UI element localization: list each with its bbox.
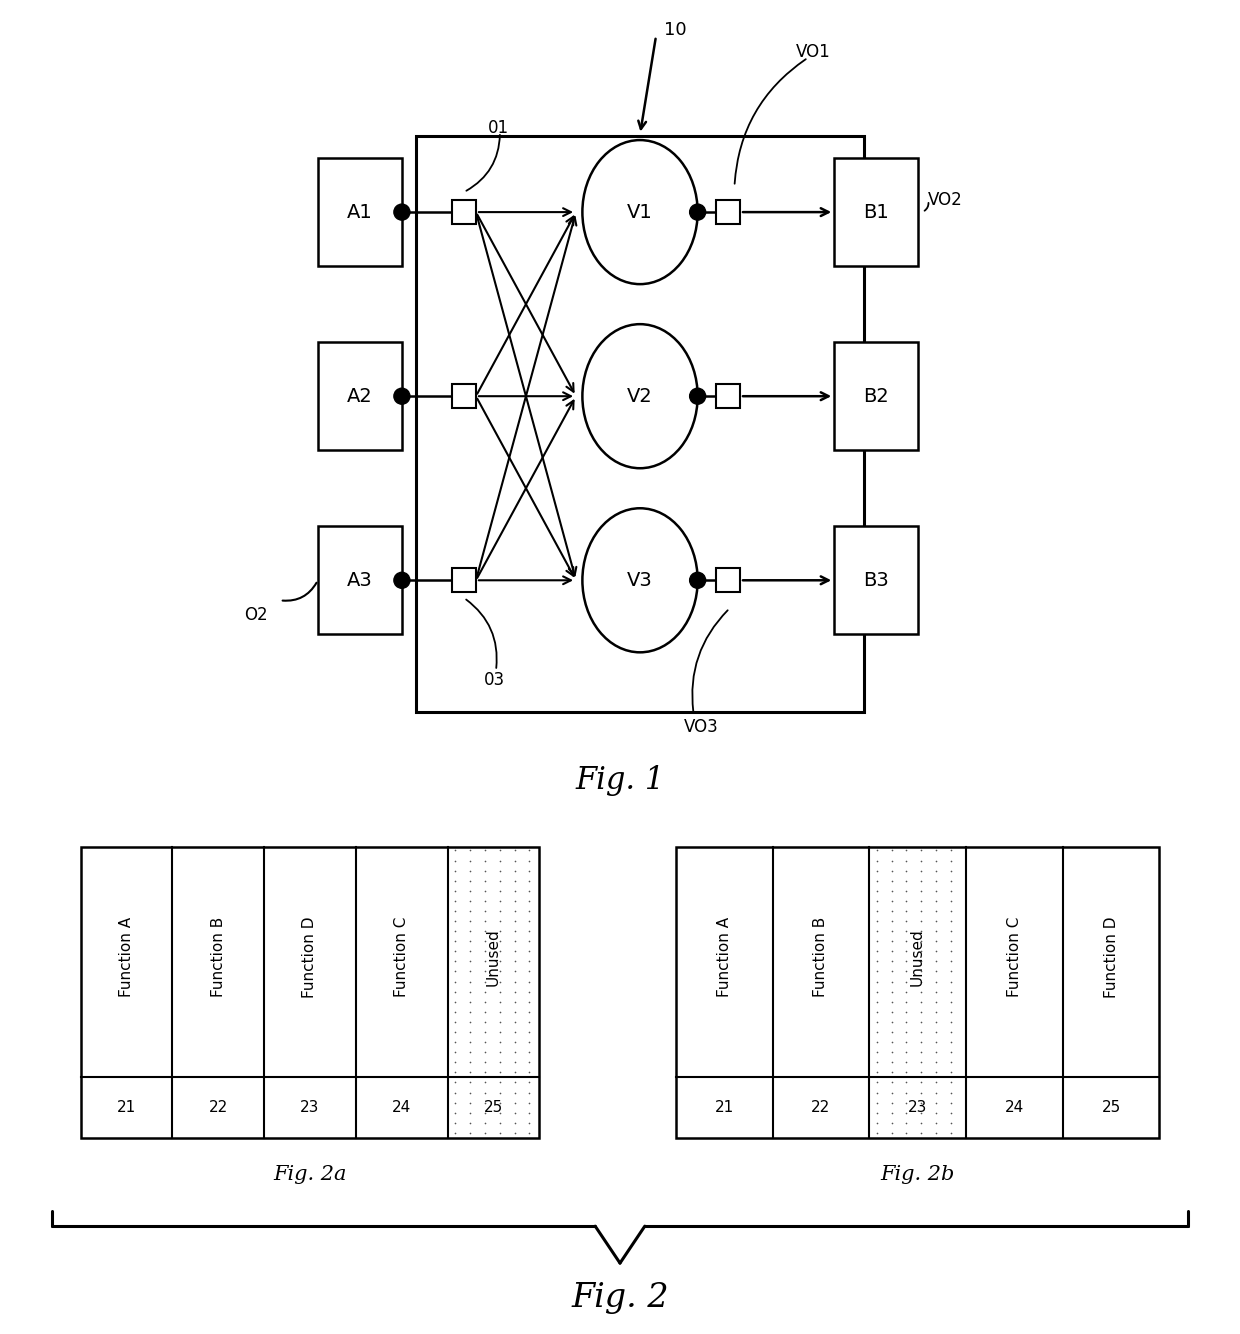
Text: 25: 25 — [1101, 1099, 1121, 1115]
Text: 03: 03 — [484, 671, 505, 690]
Text: VO3: VO3 — [684, 718, 719, 736]
Text: 23: 23 — [908, 1099, 928, 1115]
Text: A2: A2 — [347, 387, 373, 406]
FancyBboxPatch shape — [448, 847, 539, 1138]
Text: Function A: Function A — [119, 918, 134, 998]
Text: Fig. 2b: Fig. 2b — [880, 1165, 955, 1183]
Text: Function B: Function B — [813, 918, 828, 998]
FancyBboxPatch shape — [676, 847, 1159, 1138]
FancyBboxPatch shape — [715, 384, 740, 408]
Text: Unused: Unused — [486, 928, 501, 986]
Text: 10: 10 — [665, 21, 687, 40]
FancyBboxPatch shape — [715, 200, 740, 224]
FancyBboxPatch shape — [835, 526, 918, 635]
FancyBboxPatch shape — [451, 384, 476, 408]
Text: 25: 25 — [484, 1099, 503, 1115]
Text: VO1: VO1 — [796, 43, 831, 61]
Circle shape — [394, 204, 410, 220]
Text: 22: 22 — [208, 1099, 228, 1115]
Text: 22: 22 — [811, 1099, 831, 1115]
Text: Fig. 2a: Fig. 2a — [273, 1165, 347, 1183]
Text: Fig. 2: Fig. 2 — [572, 1282, 668, 1314]
FancyBboxPatch shape — [451, 200, 476, 224]
Ellipse shape — [583, 140, 698, 284]
Text: 23: 23 — [300, 1099, 320, 1115]
FancyBboxPatch shape — [317, 343, 402, 450]
FancyBboxPatch shape — [317, 157, 402, 267]
Text: 24: 24 — [392, 1099, 412, 1115]
Text: VO2: VO2 — [929, 191, 963, 209]
Text: Function A: Function A — [717, 918, 732, 998]
Circle shape — [394, 388, 410, 404]
FancyBboxPatch shape — [835, 157, 918, 267]
Text: Unused: Unused — [910, 928, 925, 986]
Text: B2: B2 — [863, 387, 889, 406]
Text: 01: 01 — [487, 119, 510, 137]
Text: Function D: Function D — [303, 916, 317, 998]
FancyBboxPatch shape — [835, 343, 918, 450]
Text: 21: 21 — [714, 1099, 734, 1115]
Text: O2: O2 — [244, 606, 268, 624]
Text: 24: 24 — [1004, 1099, 1024, 1115]
Text: B1: B1 — [863, 203, 889, 221]
Text: V3: V3 — [627, 571, 653, 590]
Text: 21: 21 — [117, 1099, 136, 1115]
Text: V2: V2 — [627, 387, 653, 406]
Circle shape — [689, 204, 706, 220]
Ellipse shape — [583, 324, 698, 468]
Circle shape — [689, 388, 706, 404]
Text: Function C: Function C — [1007, 916, 1022, 998]
Circle shape — [689, 572, 706, 588]
Circle shape — [394, 572, 410, 588]
Text: Fig. 1: Fig. 1 — [575, 764, 665, 796]
Text: B3: B3 — [863, 571, 889, 590]
Text: Function B: Function B — [211, 918, 226, 998]
FancyBboxPatch shape — [415, 136, 864, 712]
FancyBboxPatch shape — [869, 847, 966, 1138]
FancyBboxPatch shape — [451, 568, 476, 592]
Text: Function C: Function C — [394, 916, 409, 998]
FancyBboxPatch shape — [317, 526, 402, 635]
FancyBboxPatch shape — [81, 847, 539, 1138]
FancyBboxPatch shape — [715, 568, 740, 592]
Ellipse shape — [583, 508, 698, 652]
Text: Function D: Function D — [1104, 916, 1118, 998]
Text: V1: V1 — [627, 203, 653, 221]
Text: A3: A3 — [347, 571, 373, 590]
Text: A1: A1 — [347, 203, 373, 221]
